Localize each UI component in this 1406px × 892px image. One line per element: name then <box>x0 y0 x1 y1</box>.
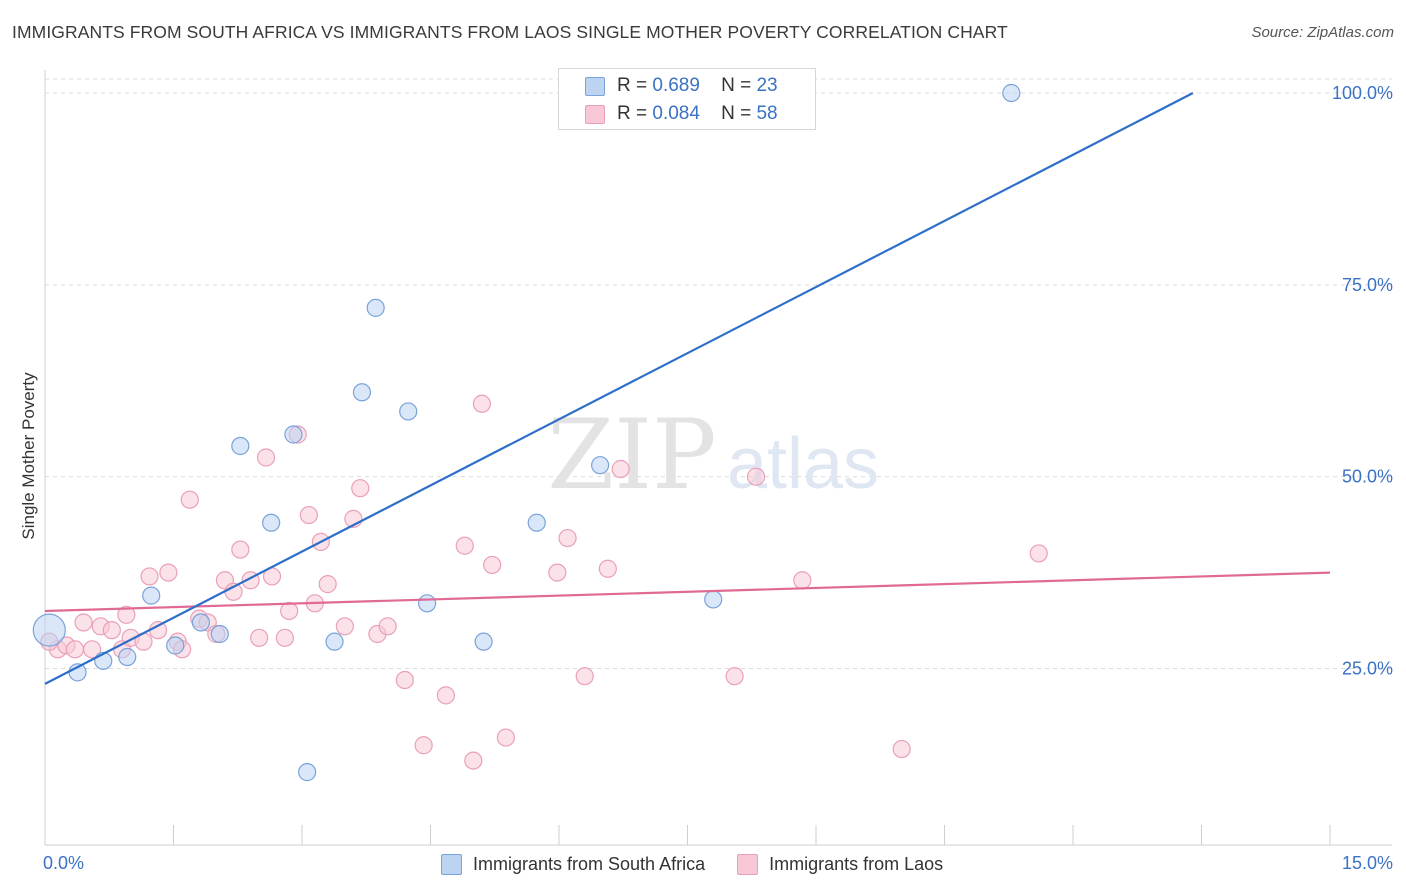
laos-point <box>351 479 370 498</box>
laos-point <box>65 640 85 659</box>
laos-point <box>180 490 199 509</box>
laos-point <box>1029 544 1048 563</box>
n-value: 23 <box>756 75 778 96</box>
r-value: 0.689 <box>652 75 700 96</box>
n-value: 58 <box>756 103 778 124</box>
south-africa-point <box>32 613 66 647</box>
y-tick-label: 50.0% <box>1342 467 1393 487</box>
r-value: 0.084 <box>652 103 700 124</box>
watermark-atlas: atlas <box>727 424 879 504</box>
laos-point <box>395 670 414 690</box>
laos-point <box>256 448 276 467</box>
chart-title: IMMIGRANTS FROM SOUTH AFRICA VS IMMIGRAN… <box>12 22 1008 42</box>
laos-point <box>464 751 483 770</box>
laos-point <box>892 739 911 759</box>
legend-label-laos: Immigrants from Laos <box>769 853 944 874</box>
stats-legend: R = 0.689 N = 23 R = 0.084 N = 58 <box>558 68 816 130</box>
source-credit: Source: ZipAtlas.com <box>1251 24 1394 41</box>
south-africa-point <box>474 632 493 651</box>
laos-point <box>378 617 397 636</box>
laos-legend-swatch <box>737 853 759 875</box>
laos-point <box>746 467 766 486</box>
laos-point <box>496 728 515 747</box>
laos-point <box>231 540 250 559</box>
n-label: N = <box>721 75 752 96</box>
laos-point <box>280 601 299 621</box>
south-africa-point <box>591 456 610 475</box>
axis-layer <box>44 70 1392 846</box>
laos-point <box>117 605 136 624</box>
y-axis-title: Single Mother Poverty <box>19 372 38 540</box>
south-africa-point <box>118 647 137 667</box>
laos-point <box>548 563 567 582</box>
laos-series <box>40 394 1048 770</box>
south-africa-legend-swatch <box>441 853 462 875</box>
laos-point <box>250 628 269 647</box>
south-africa-point <box>704 590 723 609</box>
laos-point <box>455 536 474 555</box>
legend-label-south-africa: Immigrants from South Africa <box>473 853 706 874</box>
south-africa-point <box>262 513 281 532</box>
laos-point <box>436 686 456 705</box>
series-legend: Immigrants from South Africa Immigrants … <box>441 852 975 876</box>
laos-point <box>414 736 433 755</box>
south-africa-point <box>366 298 385 317</box>
n-label: N = <box>721 103 752 124</box>
south-africa-point <box>352 383 372 402</box>
south-africa-swatch <box>585 76 605 96</box>
laos-point <box>725 667 744 686</box>
trend-lines <box>44 92 1331 685</box>
laos-point <box>102 621 121 640</box>
laos-point <box>598 559 617 578</box>
south-africa-series <box>32 83 1021 782</box>
laos-point <box>575 667 594 686</box>
laos-point <box>159 563 178 582</box>
watermark-zip: ZIP <box>547 399 716 511</box>
axis-labels: 25.0% 50.0% 75.0% 100.0% 0.0% 15.0% Single Mot… <box>19 83 1393 873</box>
r-label: R = <box>617 103 648 124</box>
y-tick-label: 100.0% <box>1332 83 1393 103</box>
south-africa-point <box>527 513 546 532</box>
r-label: R = <box>617 75 648 96</box>
south-africa-point <box>142 586 161 605</box>
south-africa-point <box>166 636 185 655</box>
laos-swatch <box>585 104 605 124</box>
laos-point <box>140 567 159 586</box>
south-africa-point <box>298 763 317 782</box>
laos-point <box>148 621 168 640</box>
watermark: ZIP atlas <box>547 399 879 511</box>
x-tick-label: 0.0% <box>43 853 84 873</box>
south-africa-point <box>231 436 250 456</box>
south-africa-trend-line <box>44 92 1194 685</box>
laos-point <box>299 505 318 525</box>
laos-point <box>335 617 354 636</box>
legend-item-laos[interactable]: Immigrants from Laos <box>737 853 944 875</box>
laos-point <box>83 640 102 659</box>
laos-point <box>275 628 294 647</box>
laos-trend-line <box>44 571 1331 613</box>
laos-point <box>472 394 491 413</box>
south-africa-point <box>1002 83 1021 103</box>
laos-point <box>611 459 630 479</box>
south-africa-point <box>325 632 344 651</box>
south-africa-point <box>417 594 437 613</box>
x-tick-label: 15.0% <box>1342 853 1393 873</box>
south-africa-point <box>210 624 229 644</box>
y-tick-label: 75.0% <box>1342 275 1393 295</box>
south-africa-point <box>191 613 211 632</box>
laos-point <box>318 575 337 594</box>
south-africa-point <box>399 402 418 421</box>
south-africa-point <box>284 425 303 444</box>
laos-point <box>483 555 502 575</box>
legend-item-south-africa[interactable]: Immigrants from South Africa <box>441 853 706 875</box>
laos-point <box>558 528 577 548</box>
y-tick-label: 25.0% <box>1342 659 1393 679</box>
laos-point <box>74 613 93 632</box>
laos-point <box>793 571 812 590</box>
